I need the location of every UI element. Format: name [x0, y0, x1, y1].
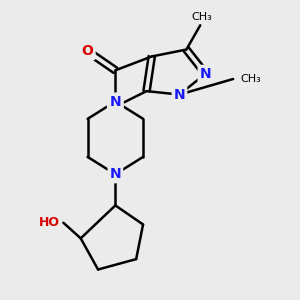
- Text: N: N: [200, 67, 211, 81]
- Text: N: N: [110, 94, 121, 109]
- Text: CH₃: CH₃: [240, 74, 261, 84]
- Text: N: N: [174, 88, 185, 102]
- Text: O: O: [82, 44, 94, 58]
- Text: CH₃: CH₃: [192, 12, 212, 22]
- Text: Cl: Cl: [109, 100, 122, 113]
- Text: HO: HO: [39, 216, 60, 229]
- Text: N: N: [110, 167, 121, 181]
